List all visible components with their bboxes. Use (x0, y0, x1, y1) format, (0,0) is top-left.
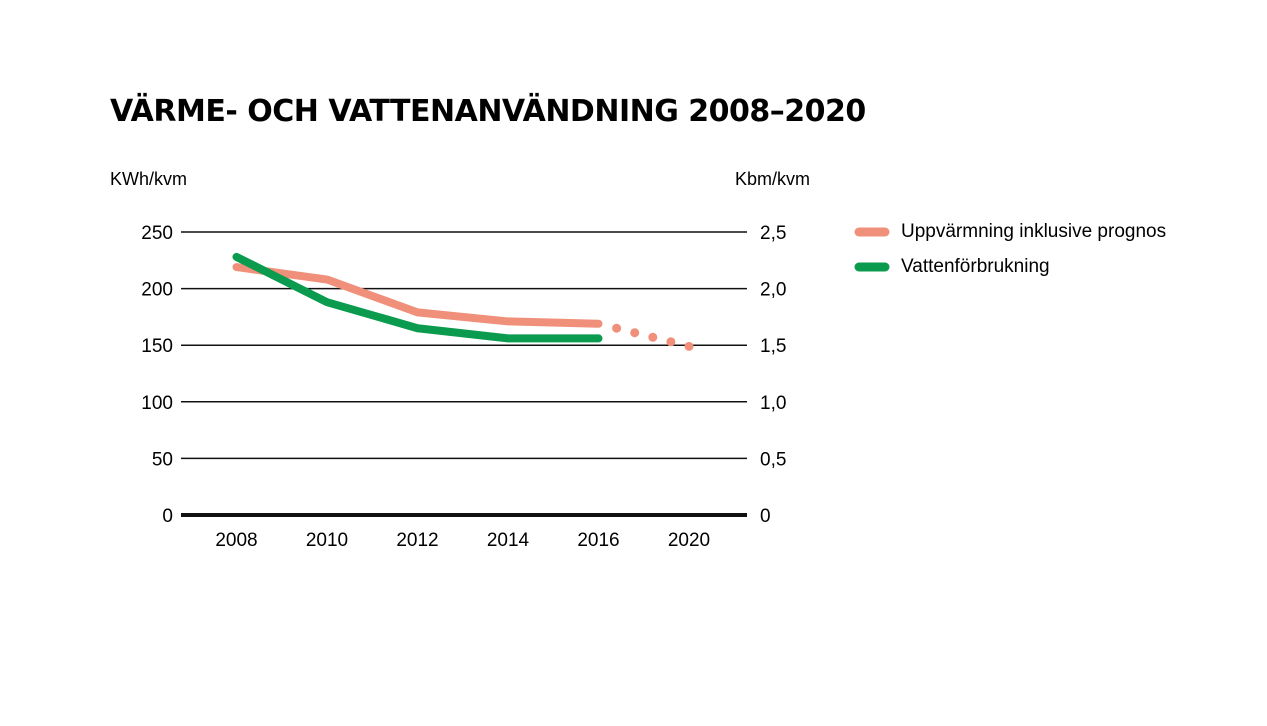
legend: Uppvärmning inklusive prognos Vattenförbr… (854, 221, 1166, 277)
series-line-2 (232, 252, 603, 343)
series-group (232, 252, 694, 351)
left-tick-label: 250 (141, 223, 173, 244)
left-axis-ticks: 0 50 100 150 200 250 (141, 223, 173, 527)
forecast-point (684, 341, 694, 351)
forecast-point (666, 337, 676, 347)
x-tick-label: 2016 (577, 530, 619, 551)
left-tick-label: 150 (141, 336, 173, 357)
chart-title: VÄRME- OCH VATTENANVÄNDNING 2008–2020 (110, 93, 866, 129)
right-tick-label: 2,0 (760, 280, 786, 301)
right-tick-label: 0 (760, 506, 771, 527)
forecast-point (630, 328, 640, 338)
x-axis-ticks: 2008 2010 2012 2014 2016 2020 (215, 530, 710, 551)
left-tick-label: 200 (141, 280, 173, 301)
left-tick-label: 100 (141, 393, 173, 414)
legend-label: Vattenförbrukning (901, 256, 1050, 277)
forecast-point (648, 332, 658, 342)
right-tick-label: 1,0 (760, 393, 786, 414)
left-tick-label: 50 (152, 449, 173, 470)
forecast-point (612, 323, 622, 333)
right-tick-label: 1,5 (760, 336, 786, 357)
gridlines (181, 231, 747, 517)
left-axis-unit: KWh/kvm (110, 169, 187, 189)
legend-label: Uppvärmning inklusive prognos (901, 221, 1166, 242)
x-tick-label: 2020 (668, 530, 710, 551)
left-tick-label: 0 (162, 506, 173, 527)
x-tick-label: 2012 (396, 530, 438, 551)
x-tick-label: 2010 (306, 530, 348, 551)
right-axis-ticks: 0 0,5 1,0 1,5 2,0 2,5 (760, 223, 786, 527)
x-tick-label: 2014 (487, 530, 530, 551)
right-axis-unit: Kbm/kvm (735, 169, 810, 189)
series-line-0 (232, 263, 603, 328)
x-tick-label: 2008 (215, 530, 257, 551)
right-tick-label: 2,5 (760, 223, 786, 244)
right-tick-label: 0,5 (760, 449, 786, 470)
